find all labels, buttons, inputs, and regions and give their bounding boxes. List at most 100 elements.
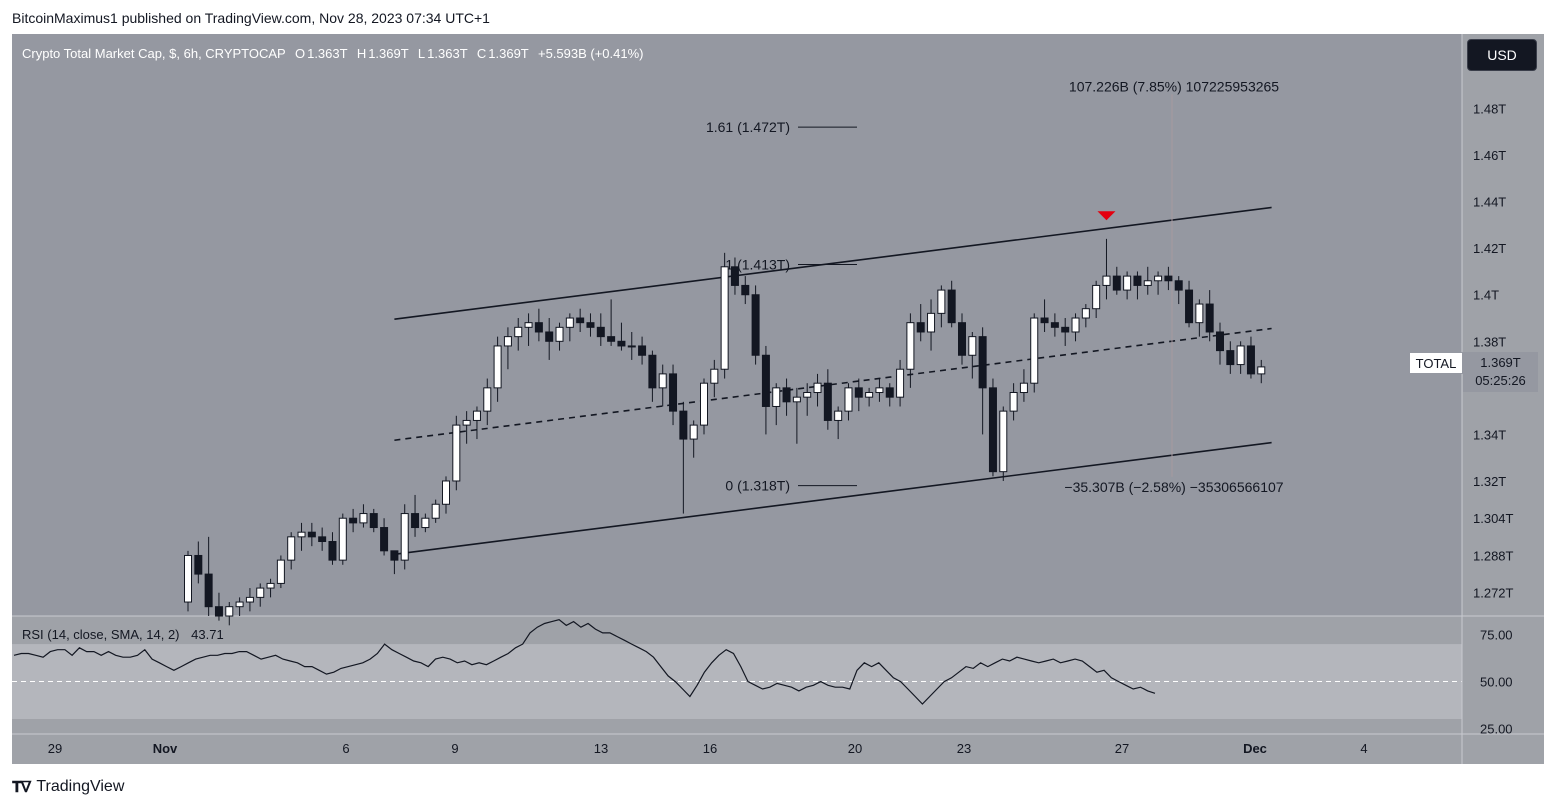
candle-up <box>256 587 265 598</box>
time-axis-tick: 13 <box>594 741 608 756</box>
candle-up <box>720 266 729 370</box>
candle-down <box>916 322 925 333</box>
candle-up <box>287 536 296 561</box>
rsi-legend: RSI (14, close, SMA, 14, 2) 43.71 <box>22 627 224 642</box>
time-axis-tick: 6 <box>342 741 349 756</box>
candle-down <box>534 322 543 333</box>
candle-down <box>318 536 327 543</box>
time-axis-tick: 16 <box>703 741 717 756</box>
fib-level-label: 1 (1.413T) <box>725 256 790 272</box>
candle-down <box>751 294 760 356</box>
candle-down <box>411 513 420 529</box>
measurement-label: −35.307B (−2.58%) −35306566107 <box>1064 479 1283 495</box>
candle-up <box>266 582 275 589</box>
candle-down <box>885 387 894 398</box>
candle-up <box>483 387 492 412</box>
candle-down <box>947 289 956 324</box>
candle-down <box>638 345 647 356</box>
candle-down <box>1112 275 1121 291</box>
candle-down <box>761 354 770 407</box>
candle-up <box>689 424 698 440</box>
measurement-label: 107.226B (7.85%) 107225953265 <box>1069 78 1279 94</box>
candle-down <box>328 541 337 561</box>
candle-up <box>1195 303 1204 324</box>
candle-down <box>978 336 987 389</box>
candle-down <box>730 266 739 286</box>
fib-level-label: 1.61 (1.472T) <box>706 119 790 135</box>
open-value: 1.363T <box>307 46 348 61</box>
candle-down <box>669 373 678 412</box>
candle-up <box>184 554 192 603</box>
candle-up <box>999 410 1008 473</box>
price-axis-tick: 1.48T <box>1473 101 1506 116</box>
rejection-marker-icon <box>1097 211 1116 221</box>
candle-down <box>1040 317 1049 324</box>
candle-down <box>204 573 213 608</box>
candle-up <box>400 513 409 561</box>
candle-up <box>555 326 564 342</box>
candle-down <box>1226 350 1235 366</box>
high-label: H <box>356 46 367 61</box>
time-axis-tick: Nov <box>153 741 178 756</box>
candle-up <box>1154 275 1163 282</box>
candle-up <box>359 513 368 524</box>
symbol-price-label: TOTAL <box>1409 352 1463 374</box>
price-axis-tick: 1.44T <box>1473 195 1506 210</box>
candle-down <box>958 322 966 356</box>
candle-up <box>297 531 306 538</box>
last-price-tag: 1.369T 05:25:26 <box>1463 352 1538 392</box>
candle-up <box>462 419 471 426</box>
chart-frame: 1.272T 1.288T 1.304T 1.32T 1.34T 1.38T 1.4T 1.4… <box>12 34 1544 764</box>
bar-countdown: 05:25:26 <box>1475 373 1526 388</box>
price-axis-tick: 1.38T <box>1473 334 1506 349</box>
candle-up <box>338 517 347 561</box>
candle-down <box>545 331 554 342</box>
candle-down <box>194 554 203 575</box>
candle-up <box>1019 382 1028 394</box>
channel-lower-line <box>394 441 1272 556</box>
candle-up <box>431 503 440 519</box>
candle-up <box>524 322 533 328</box>
time-axis-tick: 4 <box>1360 741 1367 756</box>
candle-up <box>1102 275 1111 286</box>
symbol-name: Crypto Total Market Cap, $, 6h, CRYPTOCA… <box>22 46 286 61</box>
candle-up <box>896 368 905 398</box>
candle-down <box>369 513 378 529</box>
candle-up <box>875 387 884 394</box>
candle-up <box>906 322 915 370</box>
candle-down <box>607 336 616 342</box>
price-axis-tick: 1.288T <box>1473 548 1514 563</box>
time-axis-tick: 23 <box>957 741 971 756</box>
candle-up <box>1143 280 1152 286</box>
candle-up <box>937 289 946 314</box>
high-value: 1.369T <box>368 46 409 61</box>
candle-up <box>503 336 512 347</box>
currency-button[interactable]: USD <box>1467 39 1537 71</box>
price-chart: 1.272T 1.288T 1.304T 1.32T 1.34T 1.38T 1.4T 1.4… <box>12 34 1544 764</box>
close-label: C <box>476 46 487 61</box>
candle-up <box>844 387 853 412</box>
candle-down <box>576 317 585 324</box>
candle-down <box>380 527 389 552</box>
candle-up <box>700 382 708 426</box>
channel-upper-line <box>394 206 1272 320</box>
close-value: 1.369T <box>488 46 529 61</box>
time-axis-tick: 27 <box>1115 741 1129 756</box>
candle-down <box>648 354 657 389</box>
open-label: O <box>294 46 306 61</box>
footer-branding[interactable]: 𝐓∇ TradingView <box>12 778 124 796</box>
price-axis-tick: 1.42T <box>1473 241 1506 256</box>
candle-up <box>772 387 781 407</box>
candle-down <box>214 606 223 617</box>
time-axis-tick: Dec <box>1243 741 1267 756</box>
symbol-legend: Crypto Total Market Cap, $, 6h, CRYPTOCA… <box>22 46 646 61</box>
channel-middle-line <box>394 327 1272 442</box>
candle-down <box>1246 345 1255 375</box>
candle-up <box>627 345 636 348</box>
candle-up <box>225 606 234 617</box>
candle-down <box>1061 326 1070 333</box>
candle-up <box>834 410 843 421</box>
fib-level-label: 0 (1.318T) <box>725 478 790 494</box>
rsi-value: 43.71 <box>191 627 224 642</box>
candle-up <box>1092 284 1101 310</box>
